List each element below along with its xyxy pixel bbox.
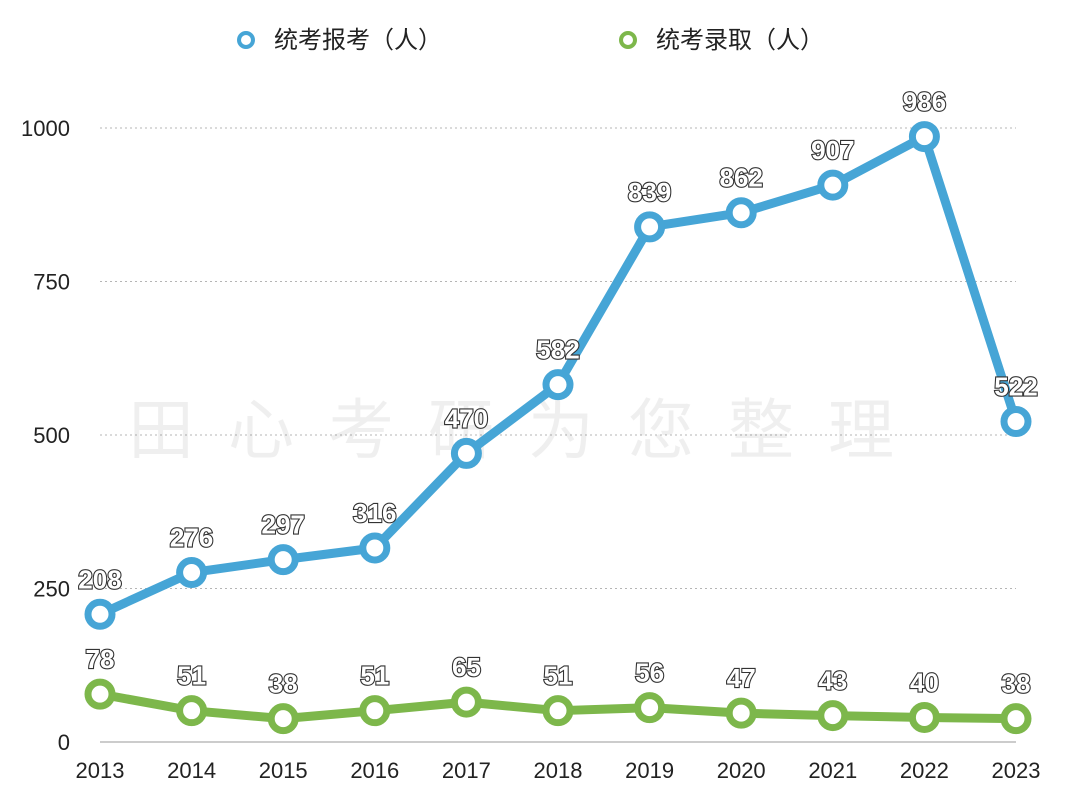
- data-point: [908, 701, 940, 733]
- data-label: 51: [544, 661, 573, 691]
- data-label: 43: [818, 666, 847, 696]
- x-tick-label: 2021: [808, 758, 857, 783]
- data-label: 522: [994, 371, 1037, 401]
- data-point: [817, 169, 849, 201]
- data-point: [634, 692, 666, 724]
- data-point: [908, 121, 940, 153]
- y-axis: 0 250 500 750 1000: [21, 116, 70, 755]
- data-label: 316: [353, 498, 396, 528]
- data-point: [84, 678, 116, 710]
- data-label: 862: [720, 163, 763, 193]
- x-tick-label: 2014: [167, 758, 216, 783]
- data-point: [1000, 703, 1032, 735]
- data-label: 582: [536, 335, 579, 365]
- y-tick-label: 250: [33, 577, 70, 602]
- x-tick-label: 2016: [350, 758, 399, 783]
- legend-label: 统考报考（人）: [274, 26, 442, 54]
- data-point: [359, 695, 391, 727]
- data-point: [634, 211, 666, 243]
- data-point: [176, 695, 208, 727]
- x-tick-label: 2018: [534, 758, 583, 783]
- data-label: 47: [727, 663, 756, 693]
- data-label: 56: [635, 658, 664, 688]
- data-point: [267, 703, 299, 735]
- data-point: [450, 437, 482, 469]
- data-point: [542, 369, 574, 401]
- legend-label: 统考录取（人）: [656, 26, 824, 54]
- data-point: [725, 197, 757, 229]
- x-tick-label: 2017: [442, 758, 491, 783]
- data-label: 276: [170, 523, 213, 553]
- series-layer: [84, 121, 1032, 735]
- x-tick-label: 2023: [992, 758, 1041, 783]
- data-point: [84, 598, 116, 630]
- x-tick-label: 2019: [625, 758, 674, 783]
- watermark: 田心考研为您整理: [128, 392, 928, 469]
- data-label: 470: [445, 403, 488, 433]
- data-label: 208: [78, 564, 121, 594]
- legend-marker: [237, 31, 255, 49]
- x-tick-label: 2022: [900, 758, 949, 783]
- data-point: [267, 544, 299, 576]
- y-tick-label: 750: [33, 270, 70, 295]
- data-labels: 208 276 297 316 470 582 839 862 907 986 522 78 51 38 5…: [77, 85, 1039, 699]
- data-label: 51: [360, 661, 389, 691]
- data-label: 78: [86, 644, 115, 674]
- data-label: 40: [910, 667, 939, 697]
- x-tick-label: 2013: [76, 758, 125, 783]
- data-point: [176, 557, 208, 589]
- data-point: [817, 700, 849, 732]
- legend: 统考报考（人） 统考录取（人）: [237, 26, 824, 54]
- data-label: 986: [903, 87, 946, 117]
- data-label: 65: [452, 652, 481, 682]
- x-axis: 2013 2014 2015 2016 2017 2018 2019 2020 2021 2022…: [76, 758, 1041, 783]
- data-point: [450, 686, 482, 718]
- y-tick-label: 500: [33, 423, 70, 448]
- x-tick-label: 2020: [717, 758, 766, 783]
- data-label: 51: [177, 661, 206, 691]
- data-point: [725, 697, 757, 729]
- x-tick-label: 2015: [259, 758, 308, 783]
- legend-marker: [619, 31, 637, 49]
- data-point: [1000, 405, 1032, 437]
- data-label: 839: [628, 177, 671, 207]
- data-label: 38: [269, 669, 298, 699]
- data-label: 297: [262, 510, 305, 540]
- gridlines: [100, 127, 1016, 743]
- data-label: 907: [811, 135, 854, 165]
- data-point: [542, 695, 574, 727]
- data-point: [359, 532, 391, 564]
- data-label: 38: [1002, 669, 1031, 699]
- y-tick-label: 1000: [21, 116, 70, 141]
- y-tick-label: 0: [58, 730, 70, 755]
